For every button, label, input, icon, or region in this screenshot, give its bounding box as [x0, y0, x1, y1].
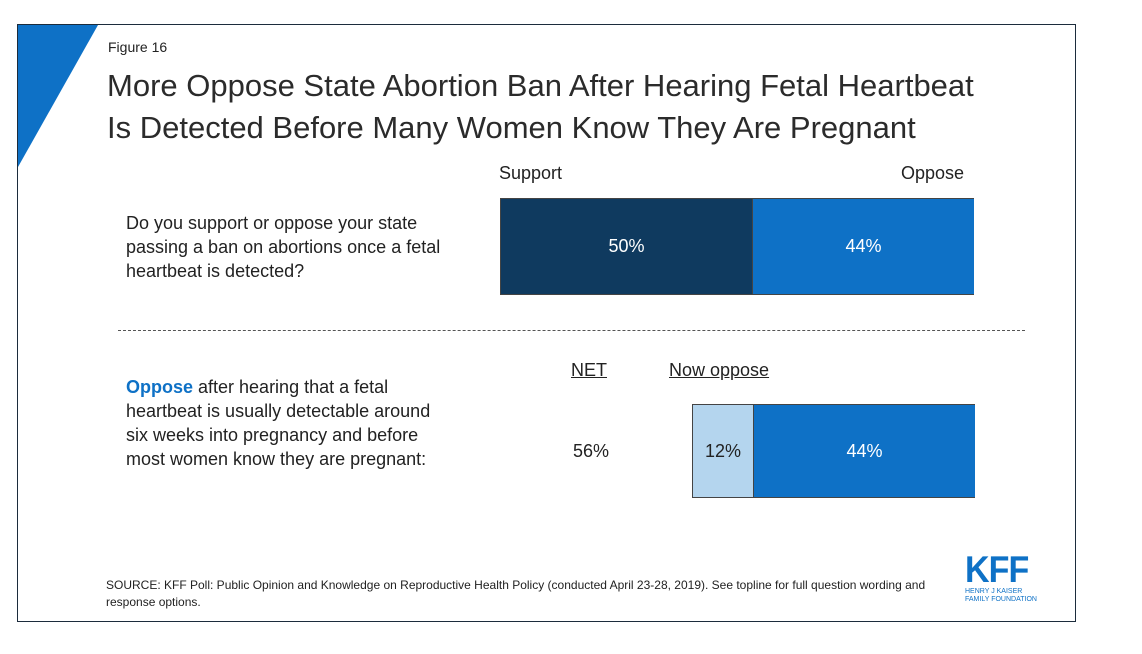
- data-label-oppose: 44%: [845, 236, 882, 256]
- data-label-support: 50%: [608, 236, 645, 256]
- bar-segment-now-oppose: 12%: [693, 405, 753, 497]
- column-header-net: NET: [571, 360, 607, 380]
- kff-logo-line-2: FAMILY FOUNDATION: [965, 596, 1037, 603]
- source-note: SOURCE: KFF Poll: Public Opinion and Kno…: [106, 578, 926, 609]
- chart-1-stacked-bar: 50% 44%: [500, 198, 974, 295]
- dashed-divider: [118, 330, 1025, 331]
- corner-accent-triangle: [18, 25, 98, 167]
- title-line-1: More Oppose State Abortion Ban After Hea…: [107, 68, 974, 103]
- data-label-oppose-2: 44%: [846, 440, 883, 461]
- question-2-rest: after hearing that a fetal heartbeat is …: [126, 377, 431, 469]
- question-2-text: Oppose after hearing that a fetal heartb…: [126, 375, 456, 471]
- data-label-now-oppose: 12%: [704, 440, 742, 461]
- net-value: 56%: [573, 441, 610, 461]
- slide-frame: Figure 16 More Oppose State Abortion Ban…: [17, 24, 1076, 622]
- figure-label: Figure 16: [108, 39, 168, 55]
- bar-segment-support: 50%: [501, 199, 752, 294]
- question-2-highlight: Oppose: [126, 377, 194, 397]
- column-header-now-oppose: Now oppose: [669, 360, 770, 380]
- kff-logo-mark: KFF: [965, 549, 1029, 590]
- question-1-text: Do you support or oppose your state pass…: [126, 213, 441, 281]
- title-line-2: Is Detected Before Many Women Know They …: [107, 110, 916, 145]
- column-header-support: Support: [499, 163, 563, 183]
- bar-segment-oppose: 44%: [752, 199, 974, 294]
- kff-logo: KFF HENRY J KAISER FAMILY FOUNDATION: [965, 549, 1045, 604]
- chart-title: More Oppose State Abortion Ban After Hea…: [107, 65, 1057, 149]
- column-header-oppose: Oppose: [901, 163, 965, 183]
- chart-2-stacked-bar: 12% 44%: [692, 404, 975, 498]
- bar-segment-oppose-2: 44%: [753, 405, 975, 497]
- kff-logo-line-1: HENRY J KAISER: [965, 588, 1023, 595]
